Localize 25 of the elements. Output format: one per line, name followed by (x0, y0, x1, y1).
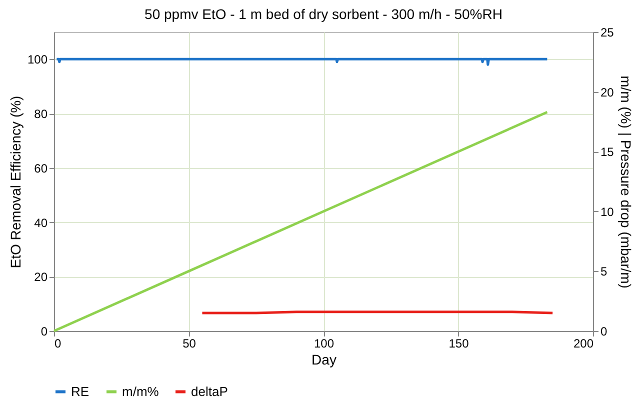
y-tick-label: 100 (27, 52, 48, 67)
y2-tick-label: 25 (600, 26, 614, 40)
y-tick-label: 80 (34, 107, 48, 122)
x-axis-title: Day (312, 352, 336, 368)
x-tick-label: 200 (573, 336, 594, 350)
chart-title: 50 ppmv EtO - 1 m bed of dry sorbent - 300 m/h - 50%RH (144, 6, 502, 22)
legend-label: RE (71, 384, 90, 399)
x-tick-label: 150 (448, 336, 470, 350)
y2-tick-label: 15 (600, 145, 614, 160)
y-tick-label: 60 (34, 161, 48, 176)
x-tick-label: 50 (182, 336, 196, 350)
y-tick-label: 40 (34, 216, 48, 230)
legend-label: deltaP (191, 384, 228, 399)
y2-tick-label: 0 (600, 324, 608, 338)
y-tick-label: 0 (40, 324, 48, 338)
y-axis-title: EtO Removal Efficiency (%) (7, 96, 24, 268)
y2-tick-label: 20 (600, 85, 614, 100)
x-tick-label: 0 (54, 336, 62, 350)
y-tick-label: 20 (34, 270, 48, 284)
legend-label: m/m% (122, 384, 160, 399)
x-tick-label: 100 (314, 336, 334, 350)
line-series (52, 110, 548, 332)
y2-tick-label: 10 (600, 204, 614, 219)
y2-tick-label: 5 (600, 264, 608, 279)
y2-axis-title: m/m (%) | Pressure drop (mbar/m) (618, 76, 634, 288)
